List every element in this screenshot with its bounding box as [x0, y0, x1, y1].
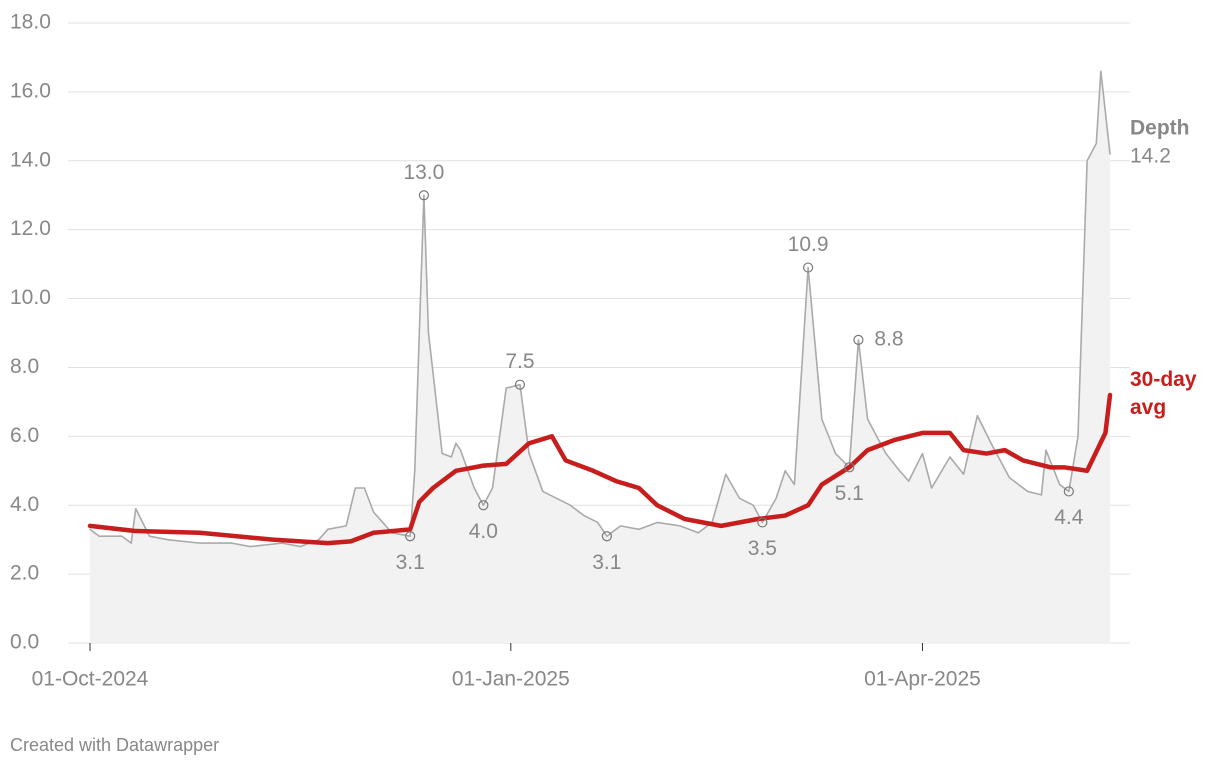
area — [90, 71, 1110, 643]
x-tick-label: 01-Apr-2025 — [864, 668, 981, 691]
annotation-label: 13.0 — [403, 161, 444, 184]
line — [89, 70, 1111, 548]
annotation-point — [1063, 486, 1074, 497]
annotation-label: 3.1 — [396, 551, 425, 574]
legend-label: Depth — [1130, 116, 1190, 139]
y-tick-label: 18.0 — [10, 11, 51, 34]
annotation-point — [405, 531, 416, 542]
annotation-point — [478, 500, 489, 511]
y-tick-label: 10.0 — [10, 286, 51, 309]
annotation-point — [844, 462, 855, 473]
end-value-label: 14.2 — [1130, 144, 1171, 167]
y-tick-label: 0.0 — [10, 631, 39, 654]
annotation-label: 8.8 — [874, 327, 903, 350]
annotation-label: 4.4 — [1054, 506, 1084, 529]
annotation-label: 5.1 — [835, 482, 864, 505]
annotation-label: 4.0 — [469, 520, 498, 543]
y-tick-label: 16.0 — [10, 79, 51, 102]
legend-label: 30-day avg — [1130, 368, 1197, 419]
annotation-point — [757, 517, 768, 528]
y-tick-label: 4.0 — [10, 493, 39, 516]
y-tick-label: 12.0 — [10, 217, 51, 240]
annotation-label: 3.1 — [592, 551, 621, 574]
annotation-point — [418, 190, 430, 201]
y-tick-label: 14.0 — [10, 148, 51, 171]
annotation-point — [601, 531, 612, 542]
x-tick-label: 01-Jan-2025 — [452, 668, 570, 691]
y-tick-label: 2.0 — [10, 562, 39, 585]
footer: Created with Datawrapper — [10, 735, 219, 755]
annotation-point — [514, 379, 526, 390]
y-tick-label: 8.0 — [10, 355, 39, 378]
annotation-label: 10.9 — [788, 233, 829, 256]
annotation-label: 7.5 — [505, 350, 534, 373]
annotation-label: 3.5 — [748, 537, 777, 560]
y-tick-label: 6.0 — [10, 424, 39, 447]
annotation-point — [853, 334, 864, 345]
x-tick-label: 01-Oct-2024 — [32, 668, 149, 691]
line — [87, 392, 1113, 546]
annotation-point — [803, 262, 814, 273]
